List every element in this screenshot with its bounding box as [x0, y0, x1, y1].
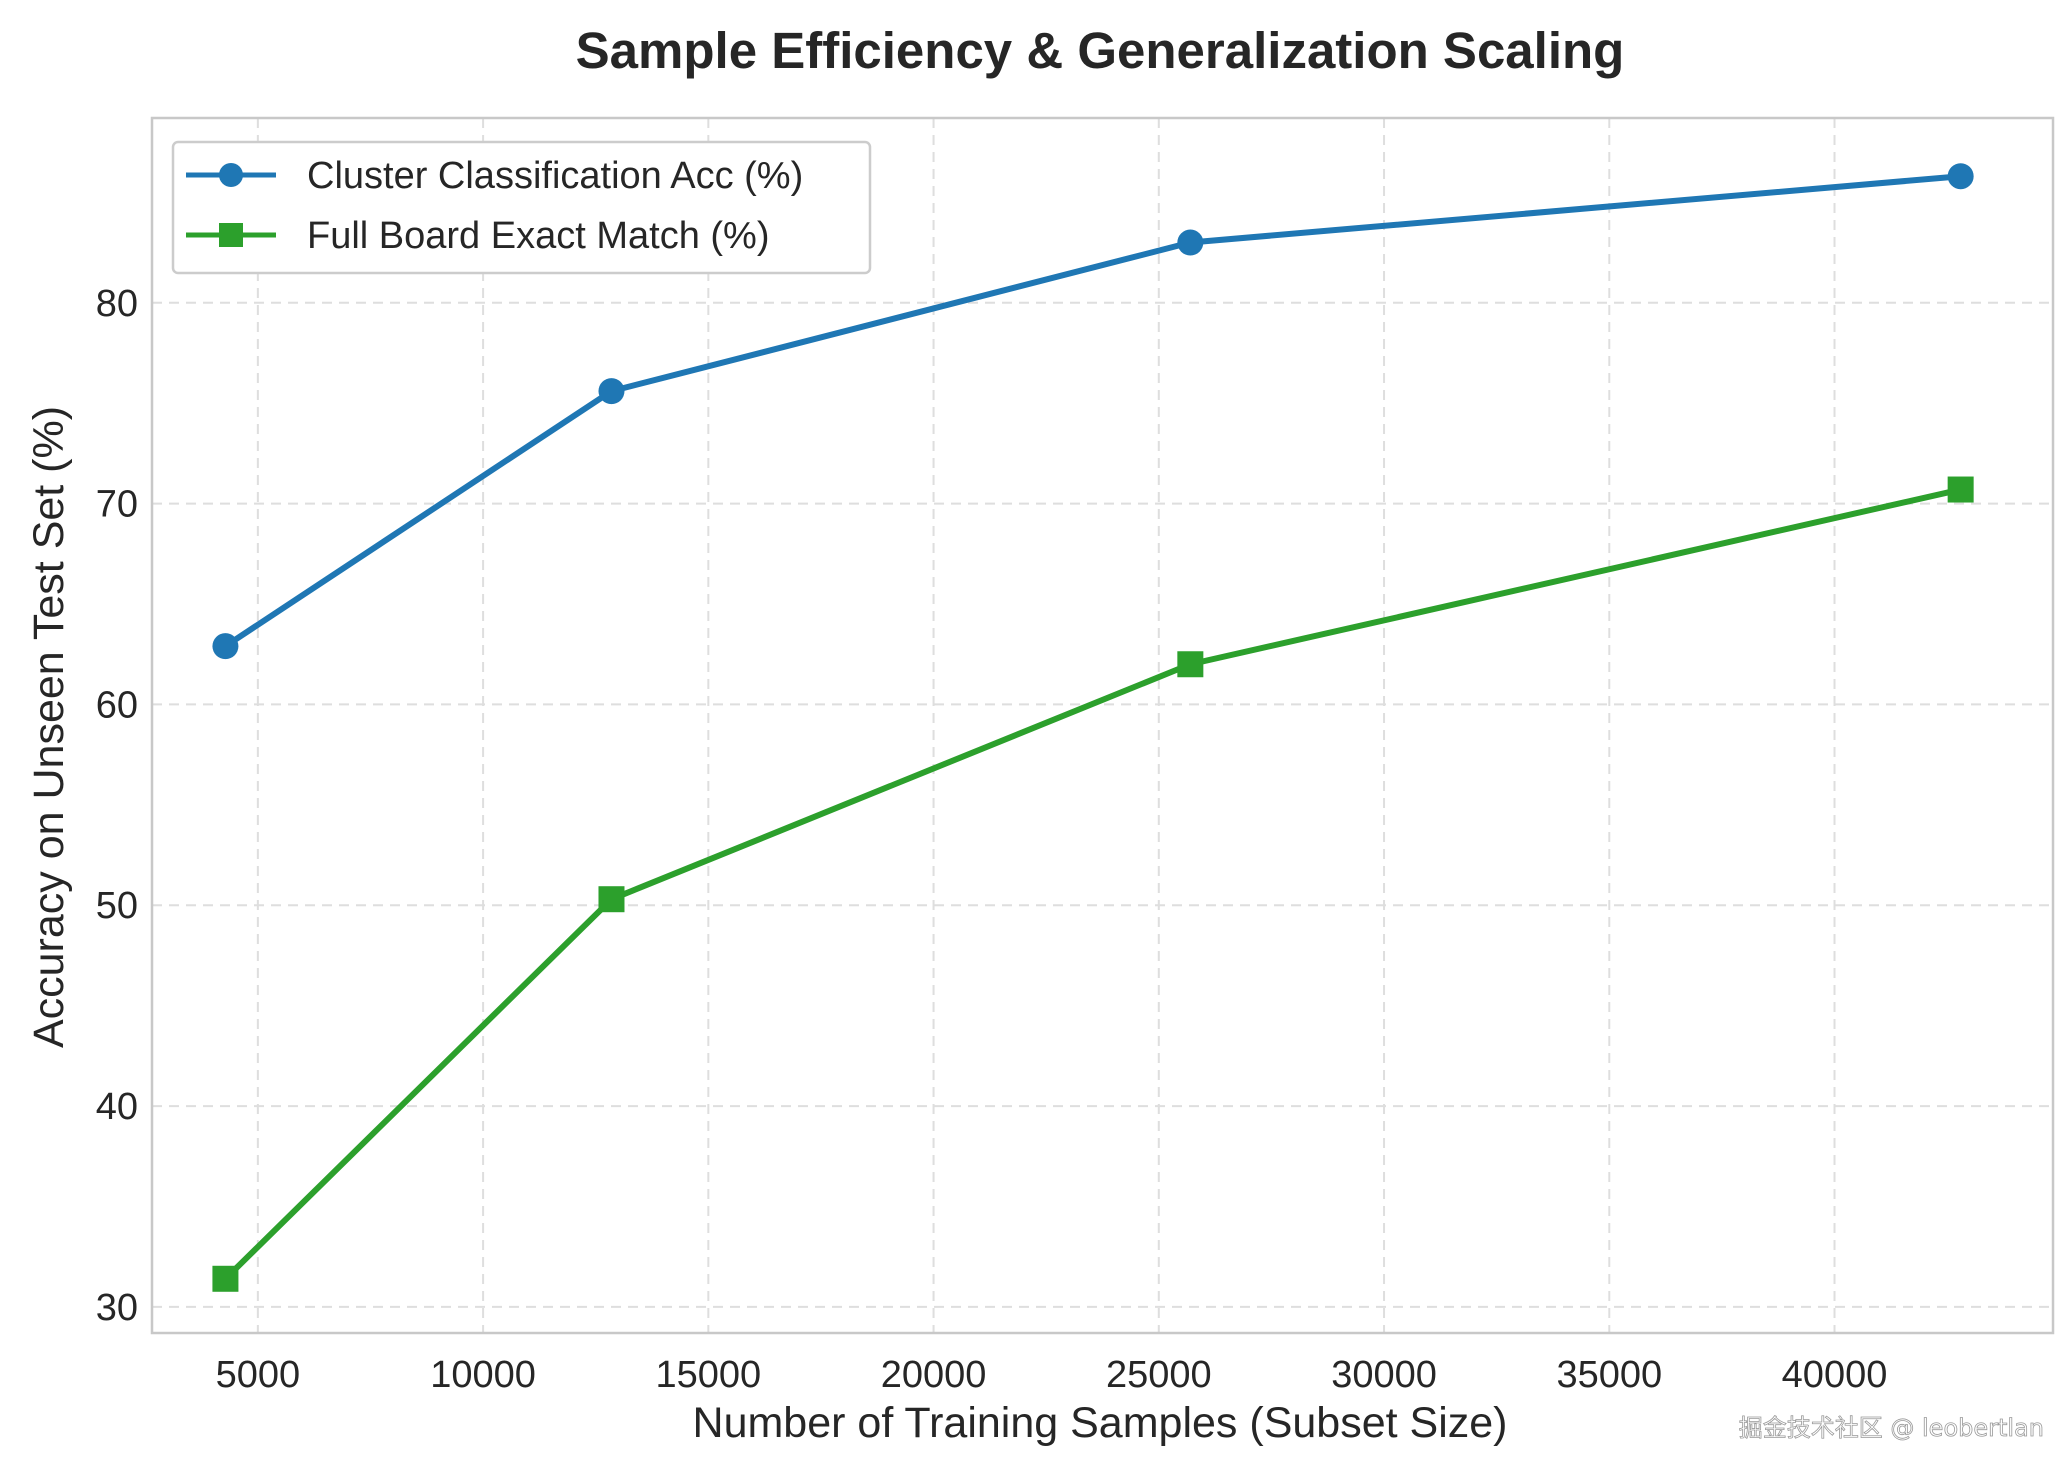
chart-title: Sample Efficiency & Generalization Scali… — [576, 22, 1625, 79]
x-tick-label: 40000 — [1782, 1354, 1888, 1396]
series-2 — [212, 476, 1974, 1292]
grid — [152, 118, 2053, 1333]
y-axis-title: Accuracy on Unseen Test Set (%) — [25, 406, 73, 1048]
data-point-square — [212, 1265, 239, 1292]
series-line — [222, 486, 1964, 1282]
data-point-circle — [1177, 229, 1204, 256]
legend-label-cluster-acc: Cluster Classification Acc (%) — [307, 155, 803, 197]
y-tick-label: 50 — [96, 885, 138, 927]
y-tick-label: 60 — [96, 684, 138, 726]
x-tick-label: 35000 — [1556, 1354, 1662, 1396]
y-tick-label: 30 — [96, 1287, 138, 1329]
data-point-square — [598, 886, 625, 913]
data-point-square — [1177, 651, 1204, 678]
series-1 — [212, 163, 1974, 660]
y-tick-label: 40 — [96, 1086, 138, 1128]
plot-frame — [150, 116, 2055, 1335]
y-axis-ticks: 30 40 50 60 70 80 — [96, 283, 138, 1329]
data-point-circle — [212, 633, 239, 660]
x-tick-label: 15000 — [655, 1354, 761, 1396]
x-tick-label: 20000 — [881, 1354, 987, 1396]
legend-label-exact-match: Full Board Exact Match (%) — [307, 215, 769, 257]
x-tick-label: 5000 — [216, 1354, 301, 1396]
legend-marker-square — [219, 223, 243, 247]
x-tick-label: 25000 — [1106, 1354, 1212, 1396]
x-tick-label: 30000 — [1331, 1354, 1437, 1396]
y-tick-label: 70 — [96, 484, 138, 526]
data-point-circle — [1947, 163, 1974, 190]
y-tick-label: 80 — [96, 283, 138, 325]
legend: Cluster Classification Acc (%) Full Boar… — [171, 140, 872, 275]
data-point-circle — [598, 378, 625, 405]
series-line — [222, 173, 1964, 650]
series-layer — [212, 163, 1974, 1292]
data-point-square — [1947, 476, 1974, 503]
x-tick-label: 10000 — [430, 1354, 536, 1396]
watermark: 掘金技术社区 @ leobertlan — [1739, 1414, 2044, 1442]
x-axis-ticks: 5000 10000 15000 20000 25000 30000 35000 40000 — [216, 1354, 1888, 1396]
x-axis-title: Number of Training Samples (Subset Size) — [693, 1399, 1508, 1447]
legend-marker-circle — [219, 163, 243, 187]
legend-box — [171, 140, 872, 275]
